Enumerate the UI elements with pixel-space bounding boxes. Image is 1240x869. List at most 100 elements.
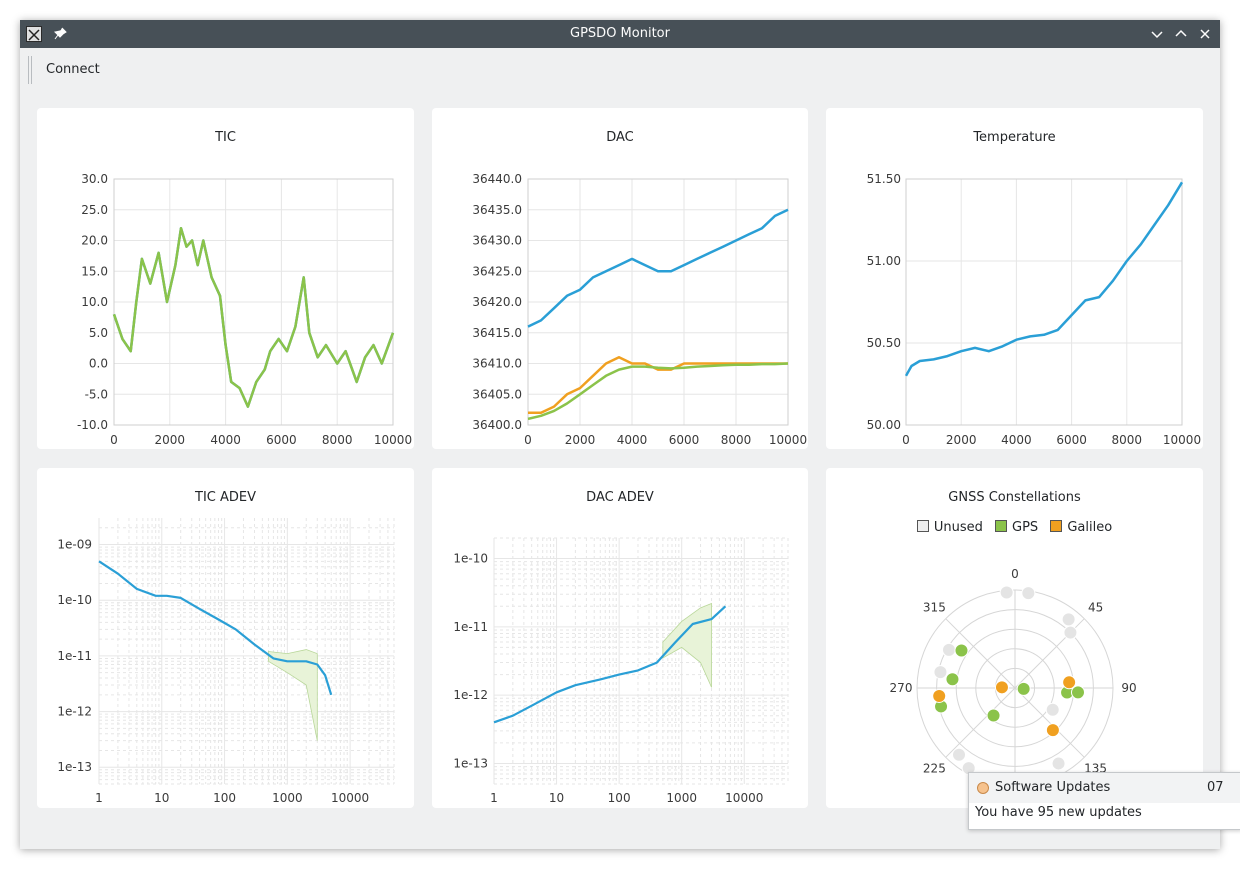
gnss-point-galileo bbox=[1045, 723, 1060, 738]
tic-x-tick-label: 2000 bbox=[155, 433, 186, 447]
tic-adev-x-tick-label: 1000 bbox=[272, 791, 303, 805]
window-title: GPSDO Monitor bbox=[570, 26, 670, 41]
dac-adev-y-tick-label: 1e-13 bbox=[453, 756, 488, 770]
gnss-spoke bbox=[945, 687, 1016, 758]
dac-adev-series-0 bbox=[493, 605, 727, 724]
title-bar[interactable]: GPSDO Monitor bbox=[20, 20, 1220, 48]
temp-y-tick-label: 51.00 bbox=[867, 254, 901, 268]
tic-x-tick-label: 4000 bbox=[210, 433, 241, 447]
dac-series-0 bbox=[527, 208, 789, 328]
tic-adev-y-tick-label: 1e-09 bbox=[57, 538, 92, 552]
dac-y-tick-label: 36430.0 bbox=[472, 234, 522, 248]
tic-adev-x-tick-label: 100 bbox=[213, 791, 236, 805]
software-update-icon bbox=[977, 782, 989, 794]
temp-x-tick-label: 2000 bbox=[946, 433, 977, 447]
dac-x-tick-label: 0 bbox=[524, 433, 532, 447]
gnss-panel: GNSS Constellations Unused GPS Galileo 0… bbox=[826, 468, 1203, 808]
legend-item-gps[interactable]: GPS bbox=[995, 520, 1038, 535]
gnss-legend: Unused GPS Galileo bbox=[826, 520, 1203, 535]
gnss-point-unused bbox=[933, 665, 948, 680]
legend-label-galileo: Galileo bbox=[1067, 520, 1113, 535]
legend-label-gps: GPS bbox=[1012, 520, 1039, 535]
gnss-angle-label: 90 bbox=[1121, 681, 1136, 695]
dac-x-tick-label: 8000 bbox=[721, 433, 752, 447]
dac-adev-x-tick-label: 100 bbox=[608, 791, 631, 805]
gnss-point-gps bbox=[954, 643, 969, 658]
temp-x-tick-label: 6000 bbox=[1056, 433, 1087, 447]
tic-y-tick-label: -5.0 bbox=[85, 387, 108, 401]
tic-adev-y-tick-label: 1e-13 bbox=[57, 760, 92, 774]
gnss-angle-label: 45 bbox=[1088, 600, 1103, 614]
gnss-point-galileo bbox=[994, 680, 1009, 695]
tic-series-1 bbox=[112, 226, 395, 408]
tic-chart: 0 2000 4000 6000 8000 10000 30.0 25.0 20.0 15.0 10… bbox=[77, 172, 412, 447]
dac-x-tick-label: 10000 bbox=[769, 433, 807, 447]
tic-y-tick-label: 10.0 bbox=[81, 295, 108, 309]
legend-item-unused[interactable]: Unused bbox=[916, 520, 983, 535]
legend-swatch-gps bbox=[995, 520, 1008, 532]
notification-message: You have 95 new updates bbox=[975, 805, 1142, 820]
dac-adev-chart-title: DAC ADEV bbox=[586, 490, 654, 505]
gnss-spoke bbox=[1014, 687, 1085, 758]
gnss-point-gps bbox=[1071, 685, 1086, 700]
temp-y-tick-label: 50.50 bbox=[867, 336, 901, 350]
tic-y-tick-label: -10.0 bbox=[77, 418, 108, 432]
dac-adev-y-tick-label: 1e-11 bbox=[453, 620, 488, 634]
tic-adev-y-tick-label: 1e-12 bbox=[57, 705, 92, 719]
dac-adev-y-tick-label: 1e-12 bbox=[453, 688, 488, 702]
close-icon[interactable] bbox=[1196, 25, 1214, 43]
pin-icon[interactable] bbox=[52, 26, 68, 42]
dac-y-tick-label: 36435.0 bbox=[472, 203, 522, 217]
gnss-point-unused bbox=[952, 747, 967, 762]
dac-y-tick-label: 36440.0 bbox=[472, 172, 522, 186]
temp-y-tick-label: 51.50 bbox=[867, 172, 901, 186]
dac-adev-error-band bbox=[662, 602, 712, 688]
dac-y-tick-label: 36410.0 bbox=[472, 357, 522, 371]
toolbar: Connect bbox=[20, 48, 1220, 94]
gnss-angle-label: 225 bbox=[923, 762, 946, 776]
temperature-chart: 0 2000 4000 6000 8000 10000 51.50 51.00 50.50 50.… bbox=[867, 172, 1201, 447]
dac-x-tick-label: 4000 bbox=[617, 433, 648, 447]
gnss-chart-title: GNSS Constellations bbox=[948, 490, 1081, 505]
gnss-point-unused bbox=[1045, 702, 1060, 717]
tic-y-tick-label: 5.0 bbox=[89, 326, 108, 340]
dac-adev-x-tick-label: 10000 bbox=[725, 791, 763, 805]
tic-y-tick-label: 30.0 bbox=[81, 172, 108, 186]
temp-series-0 bbox=[904, 181, 1184, 377]
gnss-point-unused bbox=[1051, 756, 1066, 771]
tic-adev-x-tick-label: 10 bbox=[154, 791, 169, 805]
dac-y-tick-label: 36420.0 bbox=[472, 295, 522, 309]
dac-plot-frame bbox=[527, 178, 789, 426]
tic-adev-series-0 bbox=[98, 560, 333, 696]
temperature-chart-title: Temperature bbox=[973, 130, 1056, 145]
gnss-point-unused bbox=[1021, 586, 1036, 601]
tic-plot-frame bbox=[113, 178, 394, 426]
dac-chart-title: DAC bbox=[606, 130, 634, 145]
tic-adev-chart-title: TIC ADEV bbox=[195, 490, 256, 505]
gnss-point-unused bbox=[999, 585, 1014, 600]
tic-adev-error-band bbox=[268, 649, 318, 741]
legend-item-galileo[interactable]: Galileo bbox=[1050, 520, 1112, 535]
minimize-icon[interactable] bbox=[1148, 25, 1166, 43]
dac-adev-chart: 1 10 100 1000 10000 1e-10 1e-11 1e-12 1e-13 bbox=[453, 537, 789, 805]
dac-y-tick-label: 36415.0 bbox=[472, 326, 522, 340]
dac-adev-y-tick-label: 1e-10 bbox=[453, 552, 488, 566]
dac-x-tick-label: 6000 bbox=[669, 433, 700, 447]
gnss-point-gps bbox=[945, 672, 960, 687]
app-window: GPSDO Monitor Connect TIC 0 2000 4000 6000 8… bbox=[20, 20, 1220, 849]
update-notification[interactable]: Software Updates 07 You have 95 new upda… bbox=[968, 772, 1240, 830]
legend-swatch-galileo bbox=[1050, 520, 1063, 532]
gnss-spoke bbox=[945, 618, 1016, 689]
tic-x-tick-label: 6000 bbox=[266, 433, 297, 447]
temp-x-tick-label: 0 bbox=[902, 433, 910, 447]
gnss-angle-label: 270 bbox=[890, 681, 913, 695]
connect-button[interactable]: Connect bbox=[46, 62, 100, 77]
notification-header: Software Updates 07 bbox=[969, 773, 1240, 803]
tic-series-0 bbox=[112, 226, 395, 408]
temperature-panel: Temperature 0 2000 4000 6000 8000 10000 51.50 5… bbox=[826, 108, 1203, 449]
gnss-point-galileo bbox=[932, 688, 947, 703]
maximize-icon[interactable] bbox=[1172, 25, 1190, 43]
toolbar-handle[interactable] bbox=[28, 56, 32, 84]
tic-adev-chart: 1 10 100 1000 10000 1e-09 1e-10 1e-11 1e-12 1e-13 bbox=[57, 518, 395, 805]
